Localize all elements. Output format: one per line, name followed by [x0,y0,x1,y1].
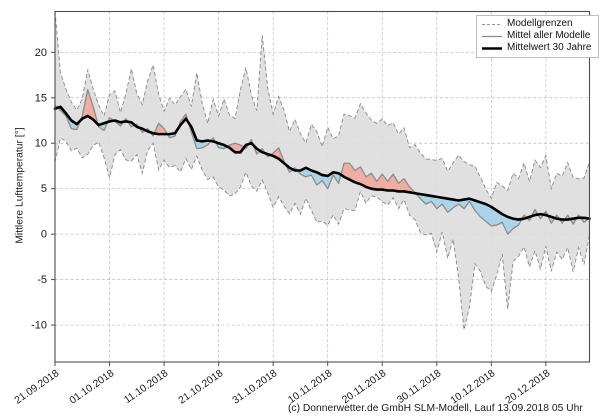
svg-text:5: 5 [41,183,47,195]
svg-text:20: 20 [35,47,47,59]
svg-text:0: 0 [41,229,47,241]
svg-text:15: 15 [35,92,47,104]
svg-text:10: 10 [35,138,47,150]
svg-text:-5: -5 [37,274,47,286]
svg-text:-10: -10 [31,320,47,332]
